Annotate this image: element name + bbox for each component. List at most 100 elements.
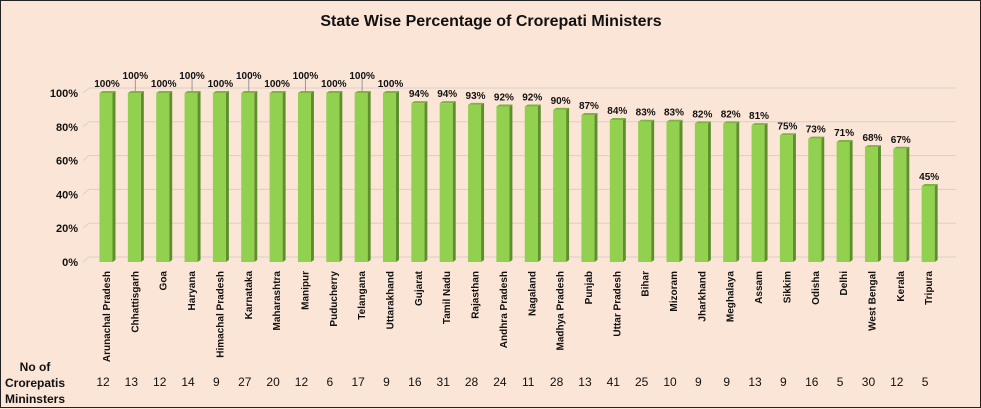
data-label: 100%	[151, 79, 177, 90]
bar	[666, 121, 680, 262]
bar-side	[622, 118, 626, 262]
bar-top	[468, 102, 485, 105]
bar-top	[297, 91, 314, 93]
bar	[864, 147, 878, 262]
data-label: 90%	[551, 96, 571, 107]
category-label: Himachal Pradesh	[215, 271, 226, 358]
bar-side	[481, 102, 485, 262]
minister-count: 16	[805, 375, 819, 389]
bar	[751, 125, 765, 262]
bar	[326, 93, 340, 262]
category-label: Uttar Pradesh	[612, 271, 623, 337]
minister-count: 12	[295, 375, 309, 389]
bar	[127, 93, 141, 262]
category-label: Madhya Pradesh	[556, 271, 567, 350]
bar-side	[906, 146, 910, 262]
category-label: Uttarakhand	[386, 271, 397, 329]
gridline	[82, 87, 956, 94]
minister-count: 27	[238, 375, 252, 389]
category-label: Telangana	[357, 271, 368, 320]
category-label: Karnataka	[244, 271, 255, 320]
bar-side	[310, 91, 314, 262]
data-label: 100%	[293, 71, 319, 82]
minister-count: 13	[748, 375, 762, 389]
category-label: Arunachal Pradesh	[102, 271, 113, 362]
data-label: 92%	[522, 93, 542, 104]
minister-count: 9	[723, 375, 730, 389]
minister-count: 28	[465, 375, 479, 389]
bar-top	[156, 91, 173, 93]
category-label: Jharkhand	[697, 271, 708, 322]
data-label: 100%	[349, 71, 375, 82]
bar	[156, 93, 170, 262]
y-tick-label: 20%	[56, 223, 78, 235]
bar-side	[452, 101, 456, 262]
bar	[241, 93, 255, 262]
data-label: 73%	[806, 125, 826, 136]
bar-top	[439, 101, 456, 104]
bar	[99, 93, 113, 262]
minister-count: 30	[862, 375, 876, 389]
y-tick-label: 80%	[56, 122, 78, 134]
minister-count: 14	[181, 375, 195, 389]
data-label: 45%	[919, 172, 939, 183]
category-label: Kerala	[896, 271, 907, 302]
bar-side	[821, 136, 825, 262]
data-label: 84%	[607, 106, 627, 117]
bar-top	[836, 140, 853, 143]
bar	[609, 120, 623, 262]
bar-top	[553, 107, 570, 110]
bar-side	[736, 121, 740, 262]
bar-top	[864, 145, 881, 148]
category-label: Rajasthan	[471, 271, 482, 319]
bar-top	[326, 91, 343, 93]
category-label: Andhra Pradesh	[499, 271, 510, 348]
category-label: Gujarat	[414, 270, 425, 306]
category-label: Meghalaya	[726, 271, 737, 323]
bar	[836, 142, 850, 262]
bar-side	[849, 140, 853, 262]
data-label: 100%	[94, 79, 120, 90]
bar-side	[424, 101, 428, 262]
minister-count: 24	[493, 375, 507, 389]
data-label: 100%	[208, 79, 234, 90]
bar-top	[184, 91, 201, 93]
bar	[808, 138, 822, 262]
category-label: Haryana	[187, 271, 198, 311]
bar-top	[241, 91, 258, 93]
bar	[581, 114, 595, 262]
bar-side	[396, 91, 399, 262]
minister-count: 16	[408, 375, 422, 389]
bar-side	[877, 145, 881, 262]
bar-top	[99, 91, 116, 93]
chart-title: State Wise Percentage of Crorepati Minis…	[320, 13, 661, 30]
category-label: Goa	[159, 271, 170, 291]
bar-top	[496, 104, 513, 107]
bar-top	[127, 91, 144, 93]
data-label: 82%	[721, 109, 741, 120]
bar-side	[764, 123, 768, 262]
bar-side	[339, 91, 343, 262]
bar-top	[666, 119, 683, 122]
data-label: 94%	[409, 89, 429, 100]
bar-top	[893, 146, 910, 149]
category-label: Chhattisgarh	[130, 271, 141, 333]
bar-side	[566, 107, 570, 263]
bar-side	[934, 183, 938, 262]
data-label: 71%	[834, 128, 854, 139]
bar	[439, 103, 453, 262]
bar-top	[383, 91, 399, 93]
minister-count: 9	[213, 375, 220, 389]
data-label: 93%	[466, 91, 486, 102]
minister-count: 12	[153, 375, 167, 389]
minister-count: 41	[607, 375, 621, 389]
bar	[297, 93, 311, 262]
bar-top	[638, 119, 655, 122]
category-label: Odisha	[811, 271, 822, 305]
data-label: 92%	[494, 93, 514, 104]
category-label: Bihar	[641, 271, 652, 297]
bar-side	[254, 91, 258, 262]
bar-side	[282, 91, 286, 262]
category-label: Nagaland	[527, 271, 538, 316]
bar	[411, 103, 425, 262]
